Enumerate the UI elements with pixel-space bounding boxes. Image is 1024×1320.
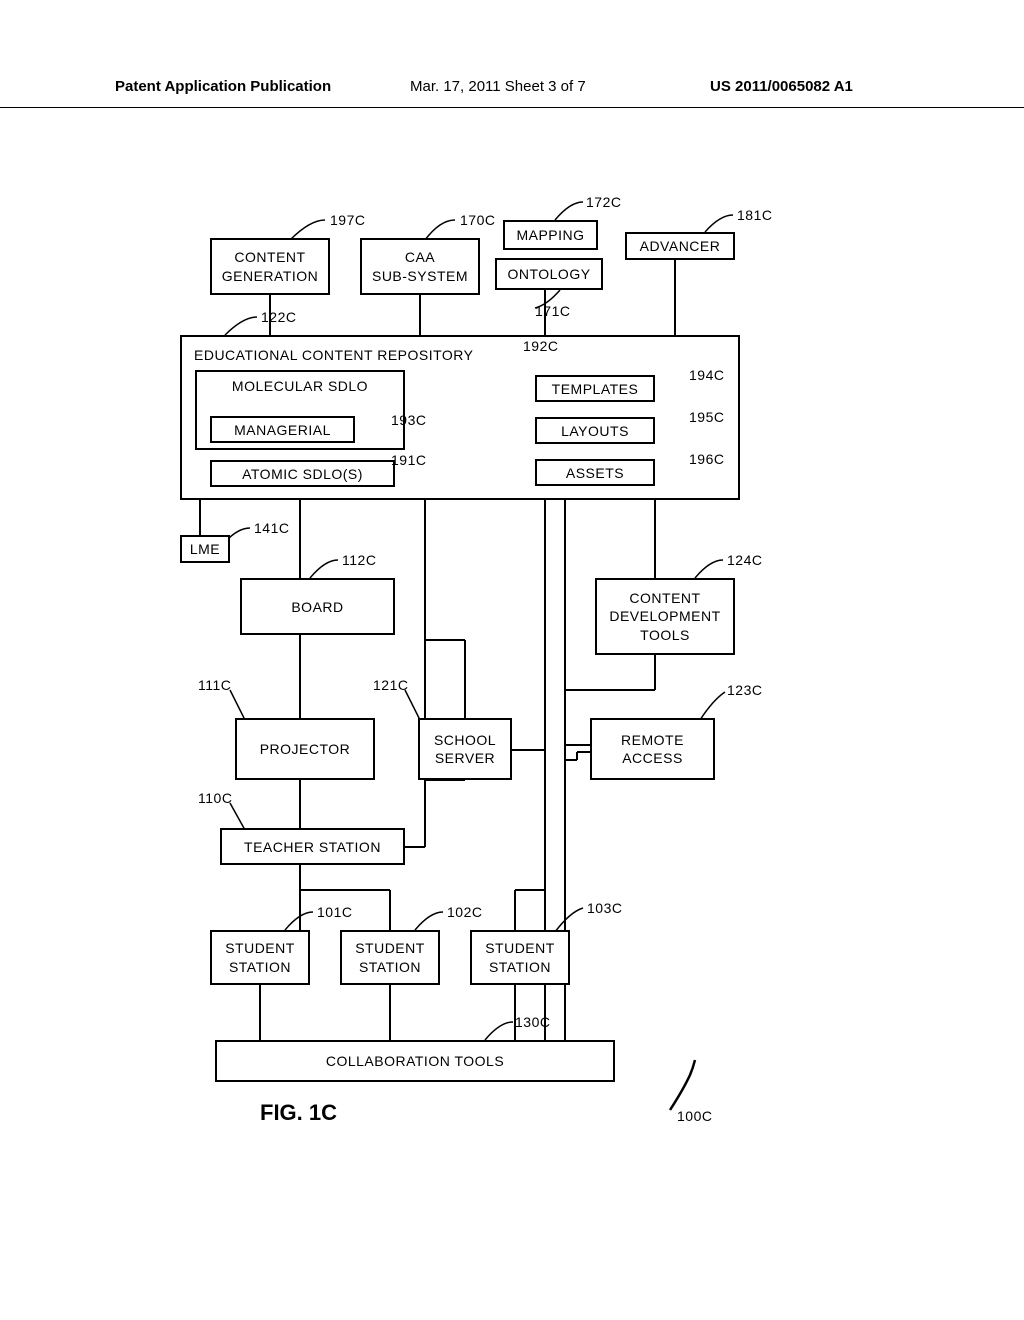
box-student-station-1: STUDENT STATION [210, 930, 310, 985]
ref-103c: 103C [587, 900, 622, 916]
box-label: STUDENT STATION [485, 939, 555, 975]
ref-111c: 111C [198, 677, 231, 693]
ref-101c: 101C [317, 904, 352, 920]
ref-194c: 194C [689, 367, 724, 383]
ref-124c: 124C [727, 552, 762, 568]
box-label: CAA SUB-SYSTEM [372, 248, 468, 284]
box-board: BOARD [240, 578, 395, 635]
ref-100c: 100C [677, 1108, 712, 1124]
ref-181c: 181C [737, 207, 772, 223]
box-label: TEACHER STATION [244, 839, 381, 855]
box-assets: ASSETS [535, 459, 655, 486]
figure-label: FIG. 1C [260, 1100, 337, 1126]
header-left: Patent Application Publication [115, 78, 331, 95]
box-mapping: MAPPING [503, 220, 598, 250]
box-label: STUDENT STATION [225, 939, 295, 975]
box-collaboration-tools: COLLABORATION TOOLS [215, 1040, 615, 1082]
box-label: MAPPING [516, 227, 584, 243]
box-caa-subsystem: CAA SUB-SYSTEM [360, 238, 480, 295]
box-label: REMOTE ACCESS [621, 731, 684, 767]
box-label: MANAGERIAL [234, 422, 331, 438]
ref-191c: 191C [391, 452, 426, 468]
diagram-container: CONTENT GENERATION CAA SUB-SYSTEM MAPPIN… [115, 190, 895, 1190]
box-label: ONTOLOGY [507, 266, 590, 282]
ref-102c: 102C [447, 904, 482, 920]
box-templates: TEMPLATES [535, 375, 655, 402]
box-label: STUDENT STATION [355, 939, 425, 975]
box-label: TEMPLATES [552, 381, 639, 397]
box-label: LAYOUTS [561, 423, 629, 439]
box-remote-access: REMOTE ACCESS [590, 718, 715, 780]
box-atomic-sdlos: ATOMIC SDLO(S) [210, 460, 395, 487]
ref-196c: 196C [689, 451, 724, 467]
box-lme: LME [180, 535, 230, 563]
box-student-station-3: STUDENT STATION [470, 930, 570, 985]
box-managerial: MANAGERIAL [210, 416, 355, 443]
box-label: ADVANCER [640, 238, 721, 254]
ref-197c: 197C [330, 212, 365, 228]
box-layouts: LAYOUTS [535, 417, 655, 444]
box-advancer: ADVANCER [625, 232, 735, 260]
ref-170c: 170C [460, 212, 495, 228]
ref-192c: 192C [523, 338, 558, 354]
box-label: ATOMIC SDLO(S) [242, 466, 363, 482]
ref-172c: 172C [586, 194, 621, 210]
box-label: CONTENT DEVELOPMENT TOOLS [609, 589, 720, 644]
box-content-dev-tools: CONTENT DEVELOPMENT TOOLS [595, 578, 735, 655]
header-center: Mar. 17, 2011 Sheet 3 of 7 [410, 78, 586, 95]
ref-130c: 130C [515, 1014, 550, 1030]
ref-122c: 122C [261, 309, 296, 325]
box-label: COLLABORATION TOOLS [326, 1053, 504, 1069]
ref-123c: 123C [727, 682, 762, 698]
ref-193c: 193C [391, 412, 426, 428]
ref-121c: 121C [373, 677, 408, 693]
box-label: MOLECULAR SDLO [232, 378, 368, 394]
box-label: ASSETS [566, 465, 624, 481]
box-label: SCHOOL SERVER [434, 731, 496, 767]
box-label: CONTENT GENERATION [222, 248, 319, 284]
box-content-generation: CONTENT GENERATION [210, 238, 330, 295]
box-label: PROJECTOR [260, 741, 351, 757]
box-label: BOARD [291, 599, 343, 615]
ref-110c: 110C [198, 790, 232, 806]
page-header: Patent Application Publication Mar. 17, … [0, 78, 1024, 108]
box-school-server: SCHOOL SERVER [418, 718, 512, 780]
box-student-station-2: STUDENT STATION [340, 930, 440, 985]
box-teacher-station: TEACHER STATION [220, 828, 405, 865]
ref-171c: 171C [535, 303, 570, 319]
ref-141c: 141C [254, 520, 289, 536]
ref-112c: 112C [342, 552, 376, 568]
box-ontology: ONTOLOGY [495, 258, 603, 290]
header-right: US 2011/0065082 A1 [710, 78, 853, 95]
ref-195c: 195C [689, 409, 724, 425]
repository-title: EDUCATIONAL CONTENT REPOSITORY [194, 347, 474, 363]
box-projector: PROJECTOR [235, 718, 375, 780]
box-label: LME [190, 541, 220, 557]
